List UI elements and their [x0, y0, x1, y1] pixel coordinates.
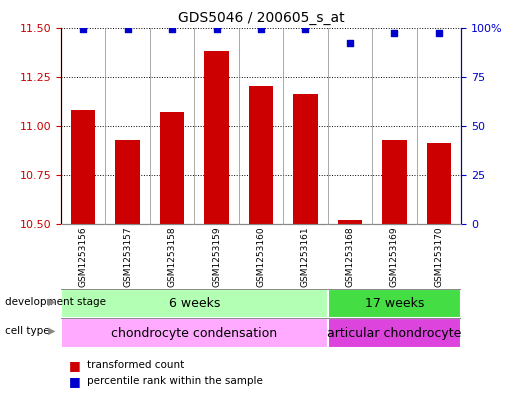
Point: [123, 26, 132, 33]
Bar: [205, 51, 229, 224]
Text: GSM1253157: GSM1253157: [123, 226, 132, 287]
Text: GSM1253158: GSM1253158: [167, 226, 176, 287]
Point: [390, 30, 399, 37]
Text: GSM1253160: GSM1253160: [257, 226, 266, 287]
Bar: [61, 318, 328, 348]
Text: ■: ■: [69, 375, 81, 388]
Text: GSM1253170: GSM1253170: [435, 226, 444, 287]
Bar: [293, 94, 317, 224]
Bar: [328, 318, 461, 348]
Text: GSM1253161: GSM1253161: [301, 226, 310, 287]
Text: ▶: ▶: [48, 297, 56, 307]
Point: [257, 26, 266, 33]
Text: articular chondrocyte: articular chondrocyte: [327, 327, 462, 340]
Text: ■: ■: [69, 359, 81, 372]
Text: 17 weeks: 17 weeks: [365, 297, 424, 310]
Text: percentile rank within the sample: percentile rank within the sample: [87, 376, 263, 386]
Text: GSM1253168: GSM1253168: [346, 226, 355, 287]
Point: [213, 26, 221, 33]
Bar: [160, 112, 184, 224]
Text: 6 weeks: 6 weeks: [169, 297, 220, 310]
Bar: [116, 140, 140, 224]
Point: [435, 30, 443, 37]
Bar: [382, 140, 407, 224]
Text: GSM1253156: GSM1253156: [78, 226, 87, 287]
Bar: [427, 143, 451, 224]
Text: GSM1253169: GSM1253169: [390, 226, 399, 287]
Text: transformed count: transformed count: [87, 360, 184, 371]
Point: [301, 26, 310, 33]
Bar: [61, 289, 328, 318]
Bar: [249, 86, 273, 224]
Point: [346, 40, 354, 46]
Text: cell type: cell type: [5, 326, 50, 336]
Text: ▶: ▶: [48, 326, 56, 336]
Bar: [338, 220, 362, 224]
Text: GSM1253159: GSM1253159: [212, 226, 221, 287]
Bar: [71, 110, 95, 224]
Title: GDS5046 / 200605_s_at: GDS5046 / 200605_s_at: [178, 11, 344, 25]
Text: chondrocyte condensation: chondrocyte condensation: [111, 327, 277, 340]
Point: [79, 26, 87, 33]
Text: development stage: development stage: [5, 297, 107, 307]
Bar: [328, 289, 461, 318]
Point: [168, 26, 176, 33]
